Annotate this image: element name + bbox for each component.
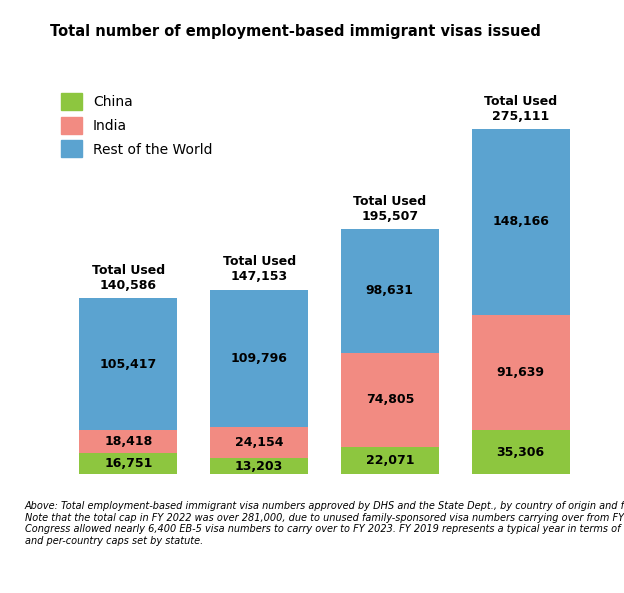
Text: 98,631: 98,631	[366, 284, 414, 297]
Text: Above: Total employment-based immigrant visa numbers approved by DHS and the Sta: Above: Total employment-based immigrant …	[25, 501, 624, 546]
Bar	[472, 430, 570, 474]
Text: 16,751: 16,751	[104, 457, 152, 470]
Bar	[210, 289, 308, 428]
Bar	[79, 298, 177, 431]
Text: Total number of employment-based immigrant visas issued: Total number of employment-based immigra…	[50, 24, 541, 39]
Text: 13,203: 13,203	[235, 460, 283, 473]
Text: Total Used
275,111: Total Used 275,111	[484, 95, 557, 123]
Text: 18,418: 18,418	[104, 435, 152, 448]
Bar	[79, 431, 177, 454]
Text: 91,639: 91,639	[497, 366, 545, 379]
Text: 74,805: 74,805	[366, 393, 414, 406]
Text: Total Used
140,586: Total Used 140,586	[92, 263, 165, 292]
Bar	[341, 447, 439, 474]
Text: 109,796: 109,796	[231, 352, 288, 365]
Bar	[341, 229, 439, 353]
Bar	[341, 353, 439, 447]
Text: 35,306: 35,306	[497, 446, 545, 459]
Bar	[210, 428, 308, 458]
Text: 22,071: 22,071	[366, 454, 414, 467]
Legend: China, India, Rest of the World: China, India, Rest of the World	[57, 88, 217, 162]
Bar	[210, 458, 308, 474]
Bar	[472, 315, 570, 430]
Bar	[472, 129, 570, 315]
Text: 105,417: 105,417	[100, 358, 157, 371]
Text: Total Used
147,153: Total Used 147,153	[223, 256, 296, 283]
Text: Total Used
195,507: Total Used 195,507	[353, 195, 426, 222]
Bar	[79, 454, 177, 474]
Text: 24,154: 24,154	[235, 436, 283, 449]
Text: 148,166: 148,166	[492, 215, 549, 228]
